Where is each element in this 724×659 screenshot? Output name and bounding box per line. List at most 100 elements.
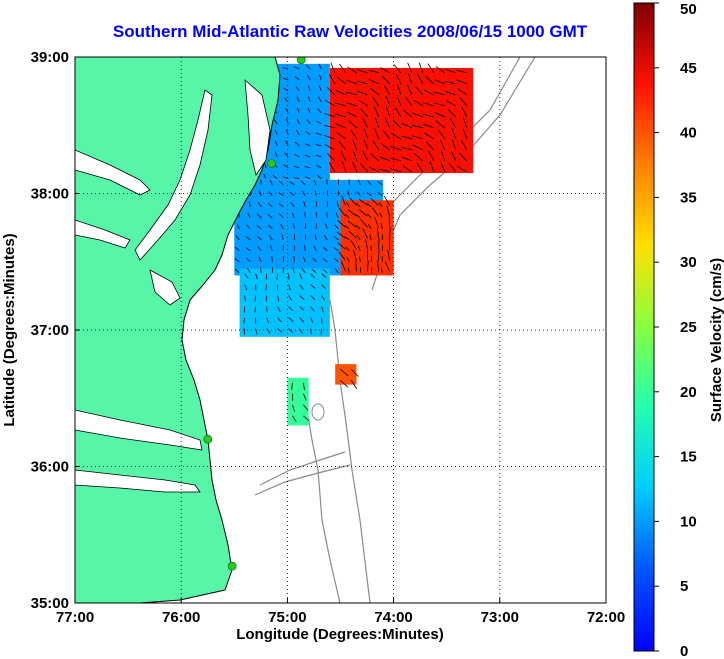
current-vector (320, 328, 323, 335)
current-vector (365, 238, 368, 250)
current-vector (416, 162, 424, 173)
current-vector (368, 166, 380, 173)
current-vector (377, 181, 383, 186)
current-vector (325, 144, 336, 151)
current-vector (383, 195, 390, 206)
current-vector (267, 224, 273, 230)
current-vector (305, 64, 311, 70)
current-vector (236, 223, 240, 230)
current-vector (350, 368, 359, 377)
current-vector (459, 97, 468, 107)
current-vector (461, 140, 468, 151)
current-vector (277, 317, 282, 323)
station-marker[interactable] (267, 159, 276, 168)
current-vector (440, 161, 446, 173)
current-vector (456, 79, 468, 85)
current-vector (335, 123, 347, 129)
current-vector (435, 66, 446, 74)
current-vector (318, 74, 322, 80)
current-vector (288, 284, 291, 291)
current-vector (256, 213, 262, 219)
current-vector (301, 268, 306, 274)
current-vector (337, 76, 347, 85)
current-vector (350, 379, 358, 390)
x-axis-ticks: 77:00 76:00 75:00 74:00 73:00 72:00 (56, 598, 625, 626)
current-vector (456, 69, 467, 74)
current-vector (245, 236, 251, 241)
current-vector (384, 261, 390, 272)
x-tick-label: 75:00 (268, 609, 306, 626)
current-vector (386, 205, 390, 217)
current-vector (412, 124, 423, 129)
current-vector (461, 106, 468, 118)
current-vector (313, 179, 317, 186)
current-vector (344, 225, 350, 230)
colorbar-tick-label: 50 (680, 1, 697, 18)
current-vector (345, 246, 350, 252)
current-vector (313, 245, 317, 252)
colorbar (633, 2, 655, 652)
current-vector (235, 235, 240, 241)
station-marker[interactable] (296, 56, 306, 65)
current-vector (371, 207, 379, 217)
current-vector (369, 234, 372, 240)
current-vector (299, 317, 304, 323)
bay-water (75, 469, 201, 493)
current-vector (296, 96, 300, 102)
current-vector (363, 139, 369, 151)
current-vector (283, 87, 289, 92)
current-vector (292, 415, 297, 423)
current-vector (299, 284, 304, 290)
current-vector (356, 191, 361, 197)
y-tick-label: 36:00 (31, 459, 69, 476)
current-vector (316, 120, 322, 125)
x-axis-label: Longitude (Degrees:Minutes) (236, 626, 444, 643)
current-vector (353, 249, 357, 261)
station-marker[interactable] (203, 434, 213, 444)
current-vector (348, 120, 358, 129)
current-vector (270, 245, 273, 251)
current-vector (450, 150, 457, 162)
current-vector (412, 144, 424, 151)
isobath-ring (311, 403, 325, 421)
current-vector (234, 246, 240, 252)
current-vector (384, 117, 391, 129)
bay-water (134, 89, 213, 261)
current-vector (244, 284, 248, 291)
colorbar-ticks: 0 5 10 15 20 25 30 35 40 45 50 (654, 1, 697, 659)
current-vector (268, 191, 273, 197)
station-marker[interactable] (227, 561, 237, 571)
current-vector (328, 74, 336, 85)
current-vector (291, 212, 295, 219)
current-vector (401, 146, 412, 151)
colorbar-tick-label: 25 (680, 319, 697, 336)
current-vector (289, 191, 295, 197)
current-vector (415, 86, 424, 96)
current-vector (267, 214, 273, 219)
current-vector (318, 63, 322, 70)
current-vector (303, 404, 309, 411)
current-vector (434, 112, 446, 118)
current-vector (310, 295, 316, 300)
current-vector (316, 174, 322, 180)
current-vector (407, 73, 413, 85)
current-vector (304, 143, 311, 147)
colorbar-tick-label: 40 (680, 125, 697, 142)
current-vector (299, 306, 305, 311)
current-vector (243, 317, 246, 324)
current-vector (285, 140, 289, 147)
current-vector (255, 328, 258, 335)
current-vector (334, 224, 339, 230)
current-vector (304, 176, 311, 180)
y-tick-label: 35:00 (31, 595, 69, 612)
current-vector (244, 273, 249, 279)
current-vector (279, 213, 284, 219)
current-vector (277, 295, 280, 302)
current-vector (299, 295, 305, 300)
current-vector (284, 152, 289, 158)
current-vector (428, 151, 435, 162)
current-vector (296, 118, 300, 124)
current-vector (366, 192, 372, 197)
current-vector (304, 154, 311, 158)
